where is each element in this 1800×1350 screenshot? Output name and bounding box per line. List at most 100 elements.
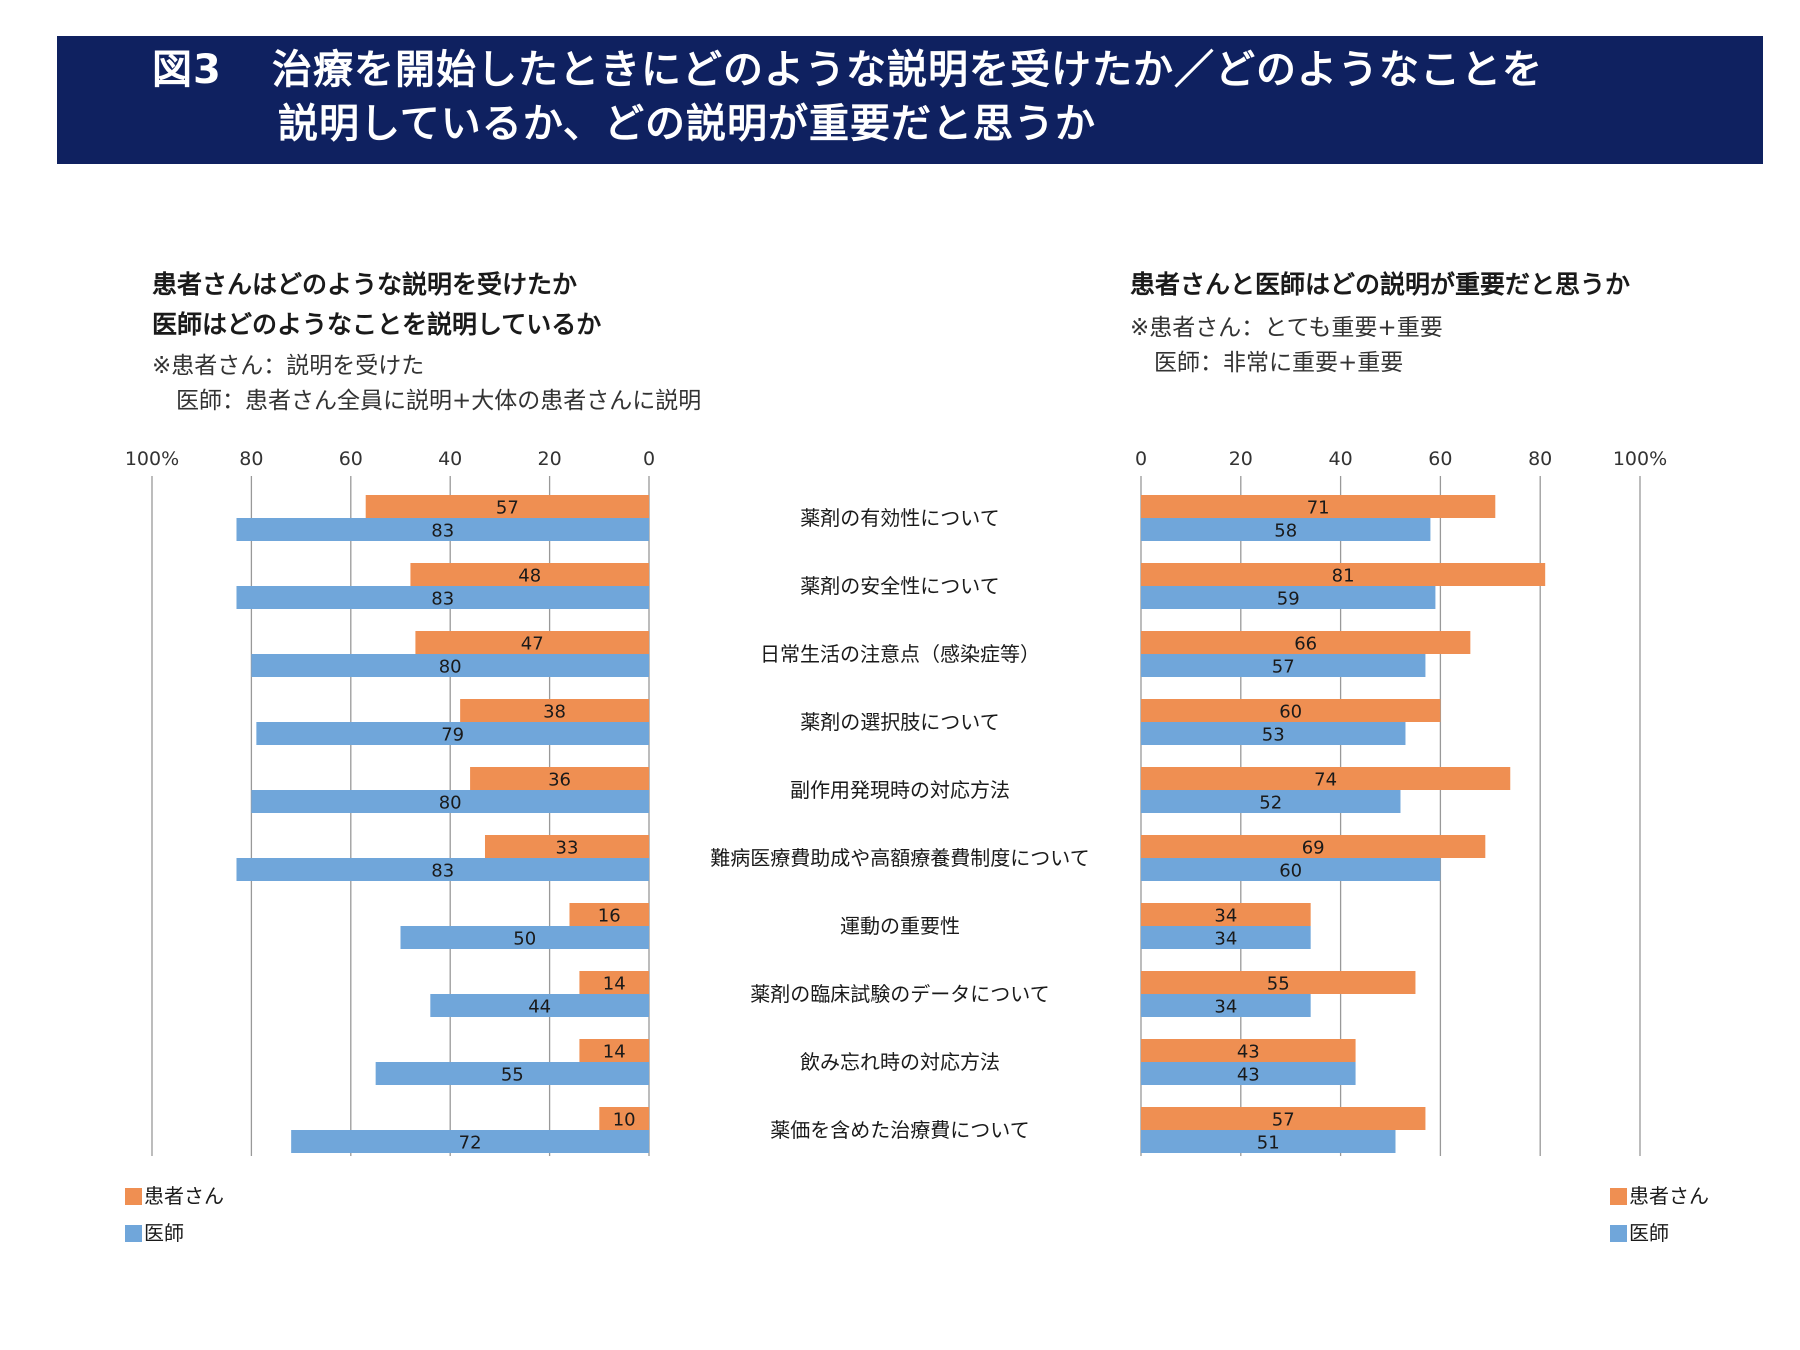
- figure-title-line2: 説明しているか、どの説明が重要だと思うか: [278, 101, 1096, 147]
- right-bar-patient: [1141, 971, 1416, 994]
- category-label: 副作用発現時の対応方法: [790, 778, 1010, 802]
- category-label: 薬価を含めた治療費について: [770, 1118, 1029, 1142]
- right-legend-doctor: 医師: [1610, 1223, 1669, 1243]
- right-bar-doctor: [1141, 1130, 1396, 1153]
- left-bar-doctor: [256, 722, 649, 745]
- right-data-label-doctor: 57: [1272, 657, 1295, 678]
- left-tick-label: 40: [438, 448, 462, 470]
- legend-label-doctor: 医師: [1629, 1221, 1669, 1245]
- right-data-label-patient: 34: [1214, 906, 1237, 927]
- right-bar-patient: [1141, 1107, 1426, 1130]
- right-bar-patient: [1141, 835, 1486, 858]
- right-bar-doctor: [1141, 518, 1431, 541]
- right-data-label-doctor: 53: [1262, 725, 1285, 746]
- left-bar-patient: [365, 495, 649, 518]
- right-panel-note-line2: 医師：非常に重要+重要: [1154, 350, 1404, 376]
- right-data-label-patient: 60: [1279, 702, 1302, 723]
- right-bar-doctor: [1141, 790, 1401, 813]
- right-bar-doctor: [1141, 994, 1311, 1017]
- right-tick-label: 20: [1229, 448, 1253, 470]
- left-data-label-doctor: 80: [439, 657, 462, 678]
- right-data-label-doctor: 51: [1257, 1133, 1280, 1154]
- left-data-label-doctor: 79: [441, 725, 464, 746]
- category-label: 薬剤の有効性について: [800, 506, 999, 530]
- right-legend-patient: 患者さん: [1610, 1186, 1709, 1206]
- figure-title-line1: 治療を開始したときにどのような説明を受けたか／どのようなことを: [272, 47, 1543, 93]
- right-data-label-doctor: 34: [1214, 929, 1237, 950]
- right-bar-doctor: [1141, 858, 1441, 881]
- left-panel-title-line1: 患者さんはどのような説明を受けたか: [152, 270, 578, 299]
- left-data-label-doctor: 72: [459, 1133, 482, 1154]
- title-banner: 図3 治療を開始したときにどのような説明を受けたか／どのようなことを 説明してい…: [57, 36, 1763, 164]
- left-data-label-patient: 48: [518, 566, 541, 587]
- legend-label-patient: 患者さん: [144, 1184, 224, 1208]
- left-bar-patient: [599, 1107, 649, 1130]
- left-data-label-patient: 33: [556, 838, 579, 859]
- right-bar-patient: [1141, 563, 1546, 586]
- right-tick-label: 60: [1428, 448, 1452, 470]
- left-data-label-doctor: 80: [439, 793, 462, 814]
- legend-label-patient: 患者さん: [1629, 1184, 1709, 1208]
- right-tick-label: 0: [1135, 448, 1147, 470]
- left-data-label-patient: 14: [603, 1042, 626, 1063]
- legend-swatch-doctor: [1610, 1224, 1627, 1242]
- left-data-label-patient: 14: [603, 974, 626, 995]
- left-tick-label: 100%: [125, 448, 179, 470]
- right-data-label-patient: 66: [1294, 634, 1317, 655]
- category-label: 運動の重要性: [840, 914, 960, 938]
- left-tick-label: 80: [239, 448, 263, 470]
- right-data-label-doctor: 43: [1237, 1065, 1260, 1086]
- left-bar-doctor: [251, 654, 649, 677]
- left-data-label-patient: 38: [543, 702, 566, 723]
- category-label: 薬剤の安全性について: [800, 574, 999, 598]
- left-chart: 0 20 40 60 80 100% 57 83 48 83 47 80 38 79 36 80 33 83 16 5…: [125, 448, 655, 1156]
- legend-swatch-doctor: [125, 1224, 142, 1242]
- left-data-label-patient: 10: [613, 1110, 636, 1131]
- left-bar-doctor: [251, 790, 649, 813]
- left-bar-patient: [460, 699, 649, 722]
- left-legend-patient: 患者さん: [125, 1186, 224, 1206]
- left-tick-label: 0: [643, 448, 655, 470]
- left-data-label-doctor: 83: [431, 589, 454, 610]
- left-legend-doctor: 医師: [125, 1223, 184, 1243]
- right-tick-label: 40: [1329, 448, 1353, 470]
- right-data-label-doctor: 60: [1279, 861, 1302, 882]
- right-data-label-doctor: 34: [1214, 997, 1237, 1018]
- left-bar-patient: [415, 631, 649, 654]
- right-bar-doctor: [1141, 586, 1436, 609]
- left-panel-title-line2: 医師はどのようなことを説明しているか: [152, 310, 602, 339]
- right-panel-title: 患者さんと医師はどの説明が重要だと思うか: [1130, 270, 1631, 299]
- left-data-label-patient: 16: [598, 906, 621, 927]
- category-label: 飲み忘れ時の対応方法: [800, 1050, 1000, 1074]
- right-bar-doctor: [1141, 1062, 1356, 1085]
- left-bar-patient: [569, 903, 649, 926]
- left-tick-label: 60: [339, 448, 363, 470]
- left-bar-doctor: [400, 926, 649, 949]
- right-tick-label: 80: [1528, 448, 1552, 470]
- left-bar-patient: [470, 767, 649, 790]
- category-label: 薬剤の選択肢について: [800, 710, 999, 734]
- left-data-label-doctor: 44: [528, 997, 551, 1018]
- right-data-label-patient: 71: [1307, 498, 1330, 519]
- left-data-label-doctor: 83: [431, 861, 454, 882]
- right-bar-doctor: [1141, 926, 1311, 949]
- left-panel-note-line2: 医師：患者さん全員に説明+大体の患者さんに説明: [176, 388, 702, 414]
- right-panel-note-line1: ※患者さん：とても重要+重要: [1130, 315, 1443, 341]
- left-bar-doctor: [430, 994, 649, 1017]
- right-data-label-doctor: 59: [1277, 589, 1300, 610]
- right-bar-patient: [1141, 767, 1511, 790]
- left-tick-label: 20: [538, 448, 562, 470]
- left-data-label-patient: 57: [496, 498, 519, 519]
- right-data-label-doctor: 58: [1274, 521, 1297, 542]
- right-data-label-doctor: 52: [1259, 793, 1282, 814]
- left-bar-doctor: [236, 858, 650, 881]
- left-data-label-patient: 36: [548, 770, 571, 791]
- right-tick-label: 100%: [1613, 448, 1667, 470]
- right-bar-doctor: [1141, 722, 1406, 745]
- legend-label-doctor: 医師: [144, 1221, 184, 1245]
- legend-swatch-patient: [125, 1187, 142, 1205]
- right-bar-patient: [1141, 495, 1496, 518]
- left-data-label-patient: 47: [521, 634, 544, 655]
- left-bar-patient: [484, 835, 649, 858]
